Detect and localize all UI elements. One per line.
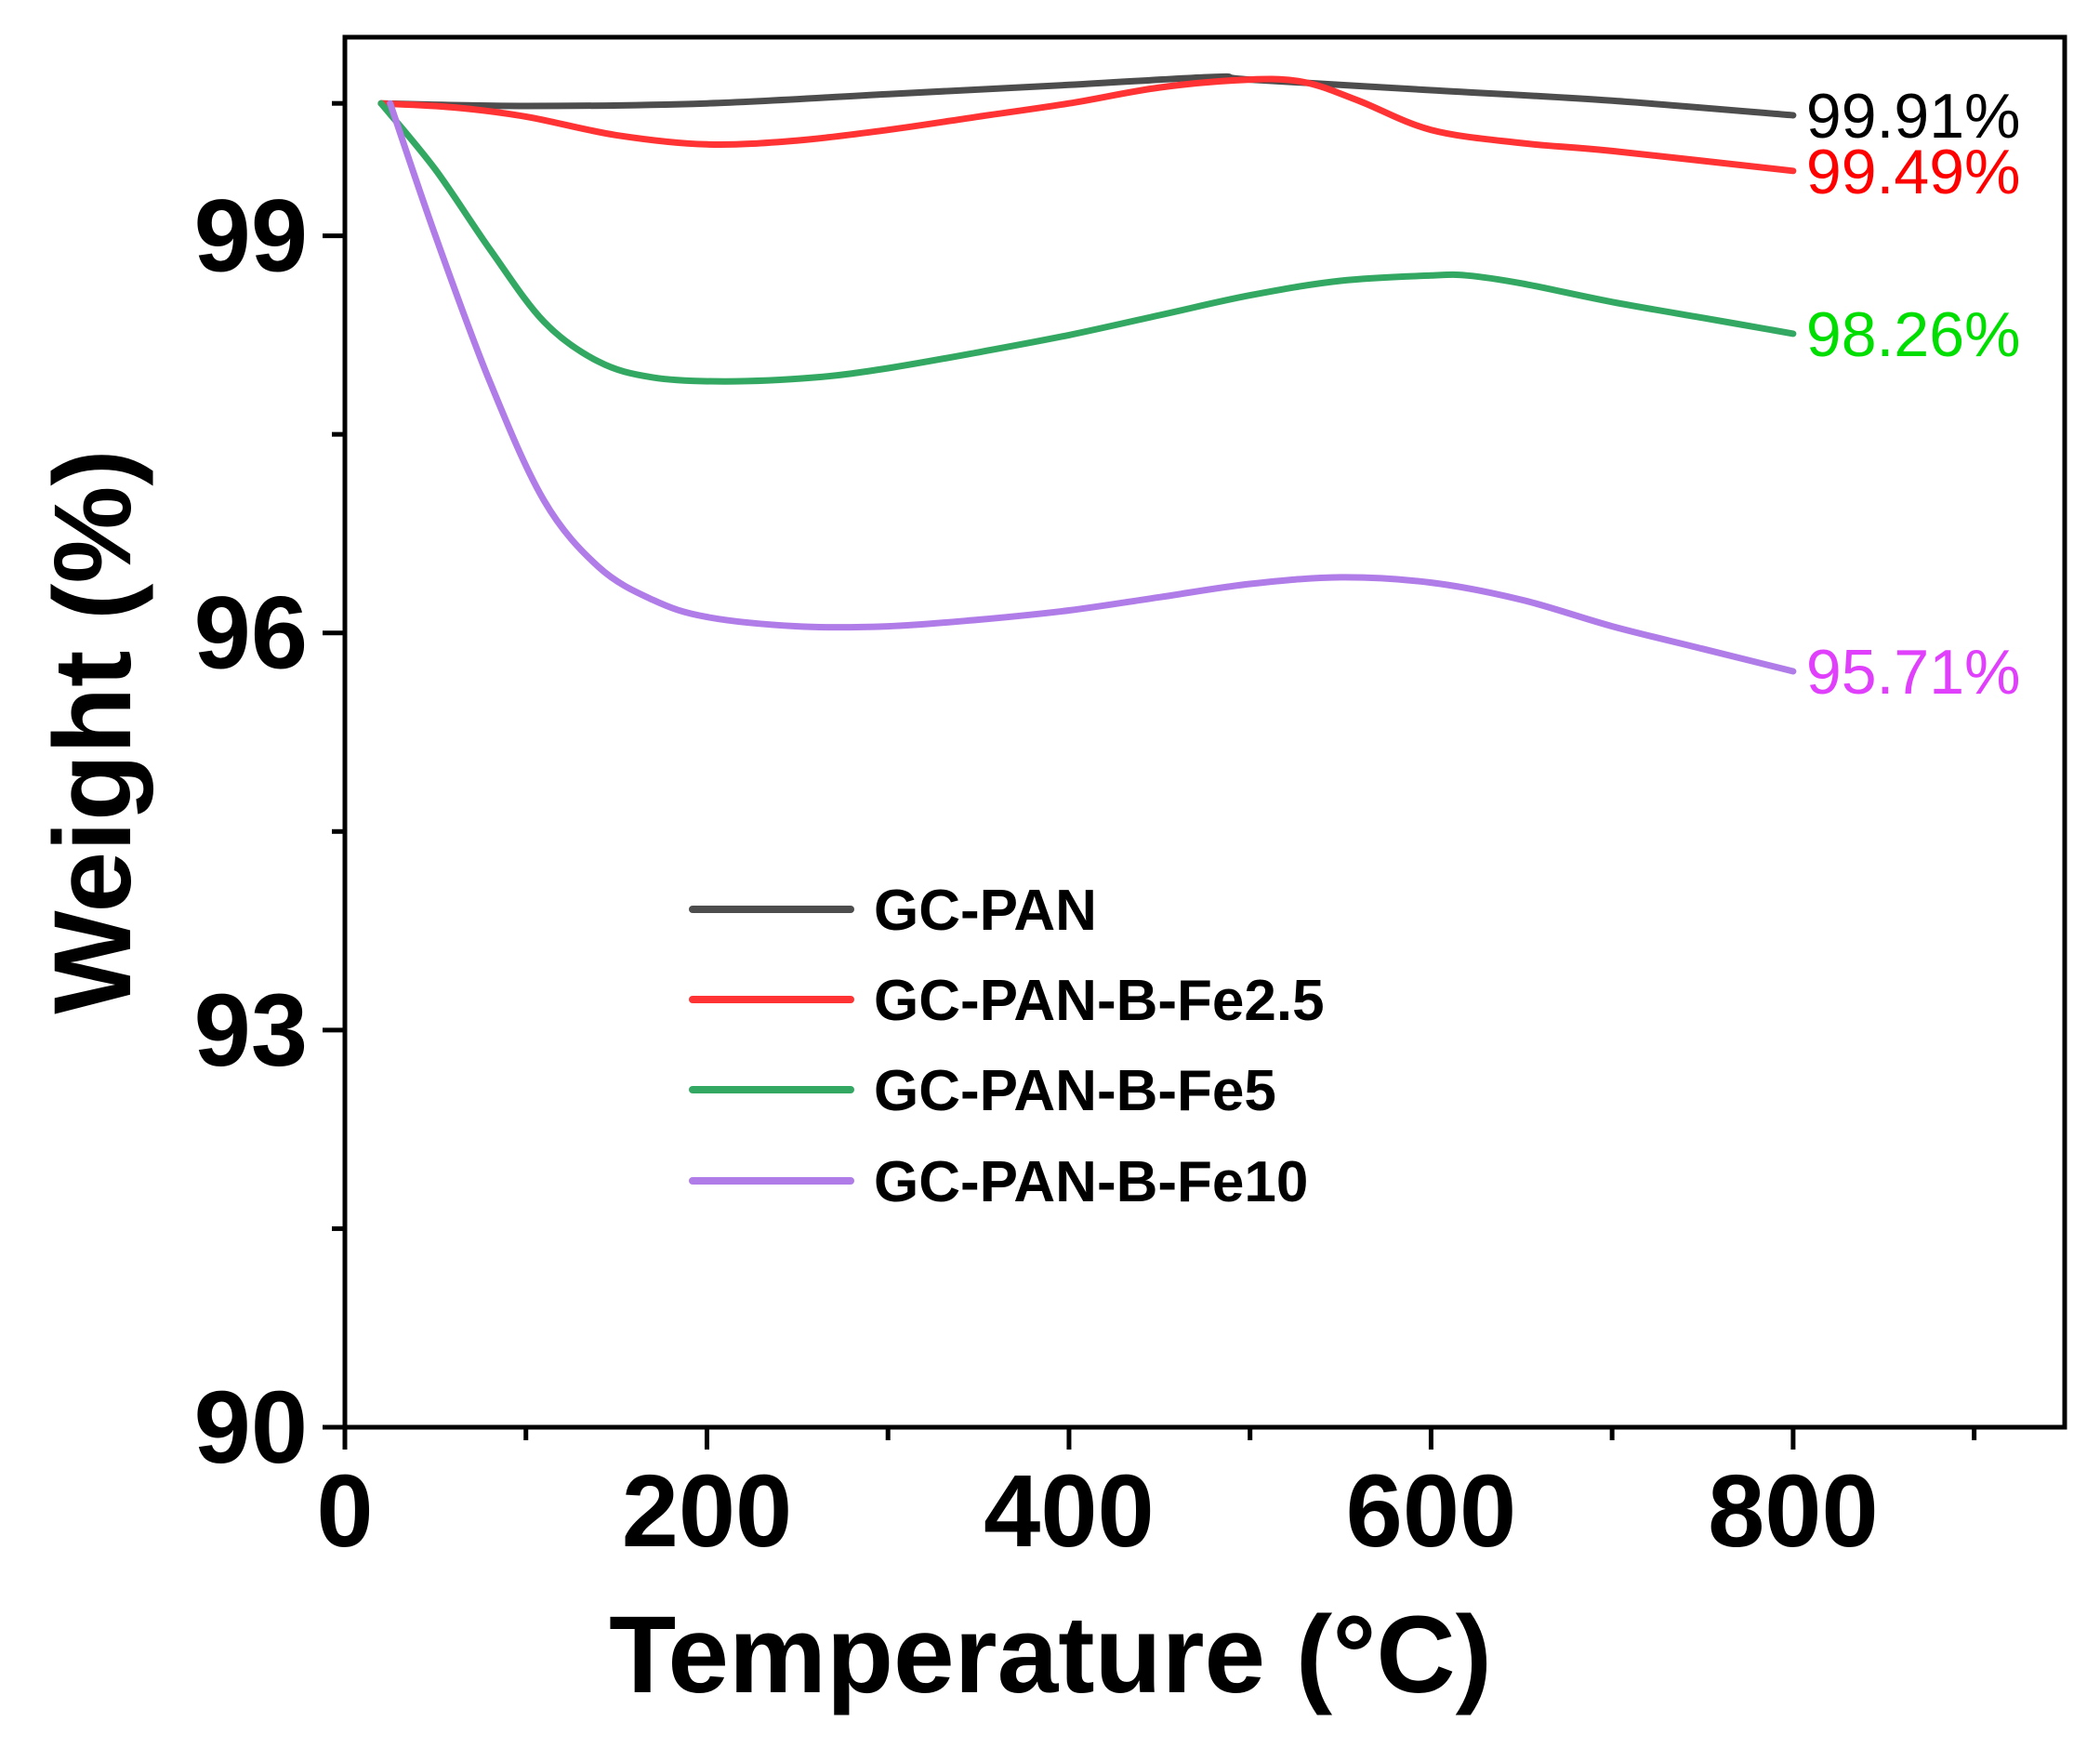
x-tick-label: 400 (984, 1454, 1155, 1569)
end-label-gc-pan: 99.91% (1806, 81, 2021, 152)
y-axis-title: Weight (%) (32, 449, 154, 1013)
end-label-gc-pan-b-fe5: 98.26% (1806, 299, 2021, 370)
x-tick-label: 800 (1708, 1454, 1879, 1569)
series-line-gc-pan (377, 73, 1797, 119)
legend-label-gc-pan-b-fe2-5: GC-PAN-B-Fe2.5 (874, 969, 1325, 1033)
legend: GC-PAN GC-PAN-B-Fe2.5 GC-PAN-B-Fe5 GC-PA… (689, 879, 1325, 1214)
axis-tick-labels: 0 200 400 600 800 90 93 96 99 (194, 179, 1879, 1569)
y-tick-label: 90 (194, 1371, 308, 1485)
axis-ticks (323, 100, 1977, 1450)
y-tick-label: 93 (194, 973, 308, 1088)
x-tick-label: 600 (1346, 1454, 1517, 1569)
series-line-gc-pan-b-fe5 (377, 99, 1797, 385)
x-tick-label: 0 (316, 1454, 373, 1569)
x-tick-label: 200 (622, 1454, 793, 1569)
series-line-gc-pan-b-fe10 (387, 99, 1797, 675)
x-axis-title: Temperature (°C) (609, 1594, 1492, 1716)
end-label-gc-pan-b-fe2-5: 99.49% (1806, 137, 2021, 207)
y-tick-label: 99 (194, 179, 308, 294)
legend-label-gc-pan: GC-PAN (874, 879, 1097, 943)
legend-label-gc-pan-b-fe5: GC-PAN-B-Fe5 (874, 1059, 1276, 1123)
data-series (377, 73, 1797, 675)
legend-label-gc-pan-b-fe10: GC-PAN-B-Fe10 (874, 1150, 1308, 1214)
y-tick-label: 96 (194, 576, 308, 691)
series-end-labels: 99.91%99.49% 98.26% 95.71% (1806, 81, 2021, 708)
series-line-gc-pan-b-fe2-5 (377, 75, 1797, 175)
end-label-gc-pan-b-fe10: 95.71% (1806, 637, 2021, 708)
plot-frame (342, 34, 2067, 1430)
